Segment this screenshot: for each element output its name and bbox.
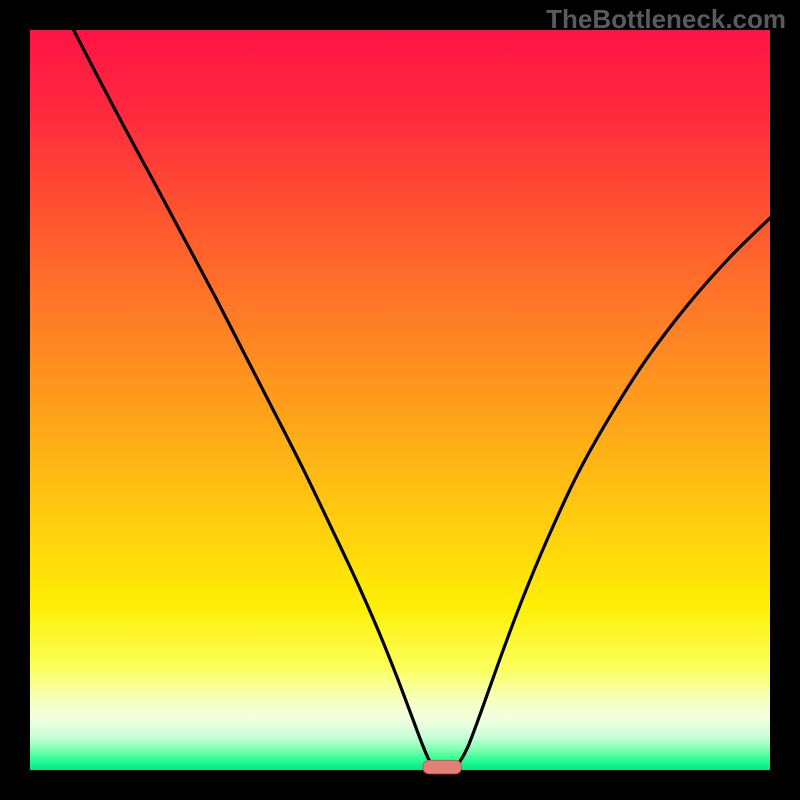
bottleneck-chart [0, 0, 800, 800]
watermark-text: TheBottleneck.com [546, 4, 786, 35]
plot-area [30, 30, 770, 770]
optimal-point-marker [423, 760, 461, 773]
